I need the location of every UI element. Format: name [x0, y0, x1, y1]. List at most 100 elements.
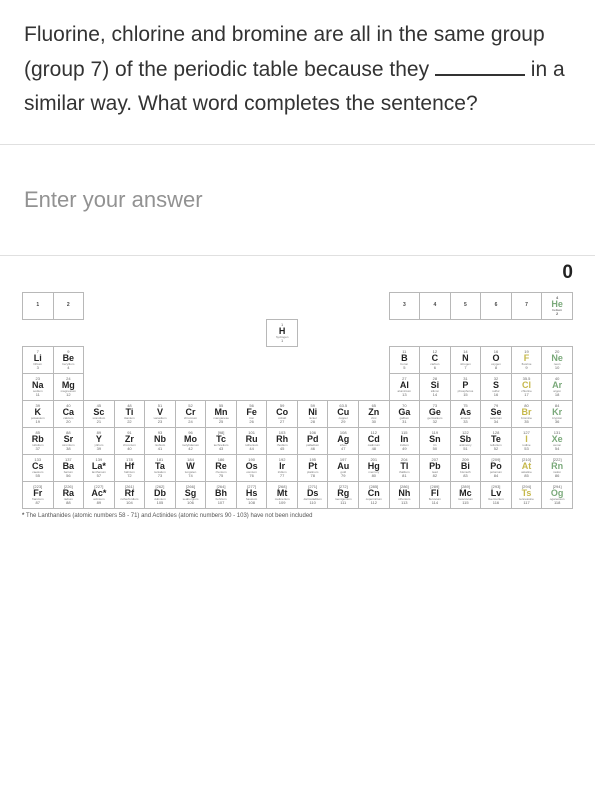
element-Cl: 35.5Clchlorine17 [511, 373, 542, 400]
element-Te: 128Tetellurium52 [481, 427, 512, 454]
element-In: 115Inindium49 [389, 427, 420, 454]
element-Rg: [272]Rgroentgenium111 [328, 481, 359, 508]
element-Ca: 40Cacalcium20 [53, 400, 84, 427]
element-Re: 186Rerhenium75 [206, 454, 237, 481]
element-Pd: 106Pdpalladium46 [297, 427, 328, 454]
group-number-row: 1 2 3 4 5 6 7 4Hehelium2 [23, 292, 573, 319]
period-3: 23Nasodium11 24Mgmagnesium12 27Alalumini… [23, 373, 573, 400]
element-P: 31Pphosphorus15 [450, 373, 481, 400]
element-Fe: 56Feiron26 [236, 400, 267, 427]
element-C: 12Ccarbon6 [420, 346, 451, 373]
element-Bh: [264]Bhbohrium107 [206, 481, 237, 508]
element-Rb: 85Rbrubidium37 [23, 427, 54, 454]
element-Al: 27Alaluminium13 [389, 373, 420, 400]
question-block: Fluorine, chlorine and bromine are all i… [0, 0, 595, 144]
element-As: 75Asarsenic33 [450, 400, 481, 427]
element-Nb: 93Nbniobium41 [145, 427, 176, 454]
element-Ds: [271]Dsdarmstadtium110 [297, 481, 328, 508]
element-I: 127Iiodine53 [511, 427, 542, 454]
element-Pt: 195Ptplatinum78 [297, 454, 328, 481]
element-Au: 197Augold79 [328, 454, 359, 481]
element-W: 184Wtungsten74 [175, 454, 206, 481]
group-1: 1 [23, 292, 54, 319]
element-Mg: 24Mgmagnesium12 [53, 373, 84, 400]
element-Tc: [98]Tctechnetium43 [206, 427, 237, 454]
element-Ar: 40Arargon18 [542, 373, 573, 400]
element-Cr: 52Crchromium24 [175, 400, 206, 427]
element-Hs: [277]Hshassium108 [236, 481, 267, 508]
element-Rf: [261]Rfrutherfordium104 [114, 481, 145, 508]
element-Og: [294]Ogoganesson118 [542, 481, 573, 508]
periodic-table: 1 2 3 4 5 6 7 4Hehelium2 1Hhydrogen1 7Li… [22, 292, 573, 509]
score-value: 0 [562, 262, 573, 284]
group-3: 3 [389, 292, 420, 319]
element-H: 1Hhydrogen1 [267, 319, 298, 346]
element-Ag: 108Agsilver47 [328, 427, 359, 454]
period-5: 85Rbrubidium37 88Srstrontium38 89Yyttriu… [23, 427, 573, 454]
element-Sn: 119Sntin50 [420, 427, 451, 454]
element-Sc: 45Scscandium21 [84, 400, 115, 427]
group-6: 6 [481, 292, 512, 319]
element-K: 39Kpotassium19 [23, 400, 54, 427]
element-He: 4Hehelium2 [542, 292, 573, 319]
element-Nh: [286]Nhnihonium113 [389, 481, 420, 508]
element-Co: 59Cocobalt27 [267, 400, 298, 427]
element-N: 14Nnitrogen7 [450, 346, 481, 373]
element-Ts: [294]Tstennessine117 [511, 481, 542, 508]
element-Lv: [293]Lvlivermorium116 [481, 481, 512, 508]
element-Sb: 122Sbantimony51 [450, 427, 481, 454]
score-bar: 0 [0, 256, 595, 292]
element-Zn: 65Znzinc30 [359, 400, 390, 427]
element-S: 32Ssulfur16 [481, 373, 512, 400]
element-Ti: 48Tititanium22 [114, 400, 145, 427]
element-Fl: [289]Flflerovium114 [420, 481, 451, 508]
element-Fr: [223]Frfrancium87 [23, 481, 54, 508]
group-2: 2 [53, 292, 84, 319]
element-F: 19Ffluorine9 [511, 346, 542, 373]
element-Cs: 133Cscaesium55 [23, 454, 54, 481]
element-Hf: 178Hfhafnium72 [114, 454, 145, 481]
period-4: 39Kpotassium19 40Cacalcium20 45Scscandiu… [23, 400, 573, 427]
element-Ra: [226]Raradium88 [53, 481, 84, 508]
element-Si: 28Sisilicon14 [420, 373, 451, 400]
element-Mn: 55Mnmanganese25 [206, 400, 237, 427]
answer-block [0, 145, 595, 255]
footnote: The Lanthanides (atomic numbers 58 - 71)… [22, 513, 573, 519]
group-5: 5 [450, 292, 481, 319]
element-Ir: 192Iriridium77 [267, 454, 298, 481]
element-Po: [209]Popolonium84 [481, 454, 512, 481]
element-Hg: 201Hgmercury80 [359, 454, 390, 481]
element-Zr: 91Zrzirconium40 [114, 427, 145, 454]
element-Br: 80Brbromine35 [511, 400, 542, 427]
element-Xe: 131Xexenon54 [542, 427, 573, 454]
element-Rn: [222]Rnradon86 [542, 454, 573, 481]
period-1: 1Hhydrogen1 [23, 319, 573, 346]
element-Ac: [227]Ac*actinium89 [84, 481, 115, 508]
element-Mt: [268]Mtmeitnerium109 [267, 481, 298, 508]
element-O: 16Ooxygen8 [481, 346, 512, 373]
element-Db: [262]Dbdubnium105 [145, 481, 176, 508]
element-Tl: 204Tlthallium81 [389, 454, 420, 481]
element-Cn: [285]Cncopernicium112 [359, 481, 390, 508]
period-2: 7Lilithium3 9Beberyllium4 11Bboron5 12Cc… [23, 346, 573, 373]
element-La: 139La*lanthanum57 [84, 454, 115, 481]
group-4: 4 [420, 292, 451, 319]
element-Pb: 207Pblead82 [420, 454, 451, 481]
element-Ne: 20Neneon10 [542, 346, 573, 373]
element-B: 11Bboron5 [389, 346, 420, 373]
element-Mc: [289]Mcmoscovium115 [450, 481, 481, 508]
period-7: [223]Frfrancium87 [226]Raradium88 [227]A… [23, 481, 573, 508]
question-text: Fluorine, chlorine and bromine are all i… [24, 18, 571, 122]
element-Cd: 112Cdcadmium48 [359, 427, 390, 454]
answer-input[interactable] [24, 187, 571, 213]
element-Ru: 101Ruruthenium44 [236, 427, 267, 454]
element-Cu: 63.5Cucopper29 [328, 400, 359, 427]
element-Li: 7Lilithium3 [23, 346, 54, 373]
element-Kr: 84Krkrypton36 [542, 400, 573, 427]
period-6: 133Cscaesium55 137Babarium56 139La*lanth… [23, 454, 573, 481]
element-Y: 89Yyttrium39 [84, 427, 115, 454]
periodic-table-container: 1 2 3 4 5 6 7 4Hehelium2 1Hhydrogen1 7Li… [0, 292, 595, 529]
element-Os: 190Ososmium76 [236, 454, 267, 481]
element-Bi: 209Bibismuth83 [450, 454, 481, 481]
group-7: 7 [511, 292, 542, 319]
